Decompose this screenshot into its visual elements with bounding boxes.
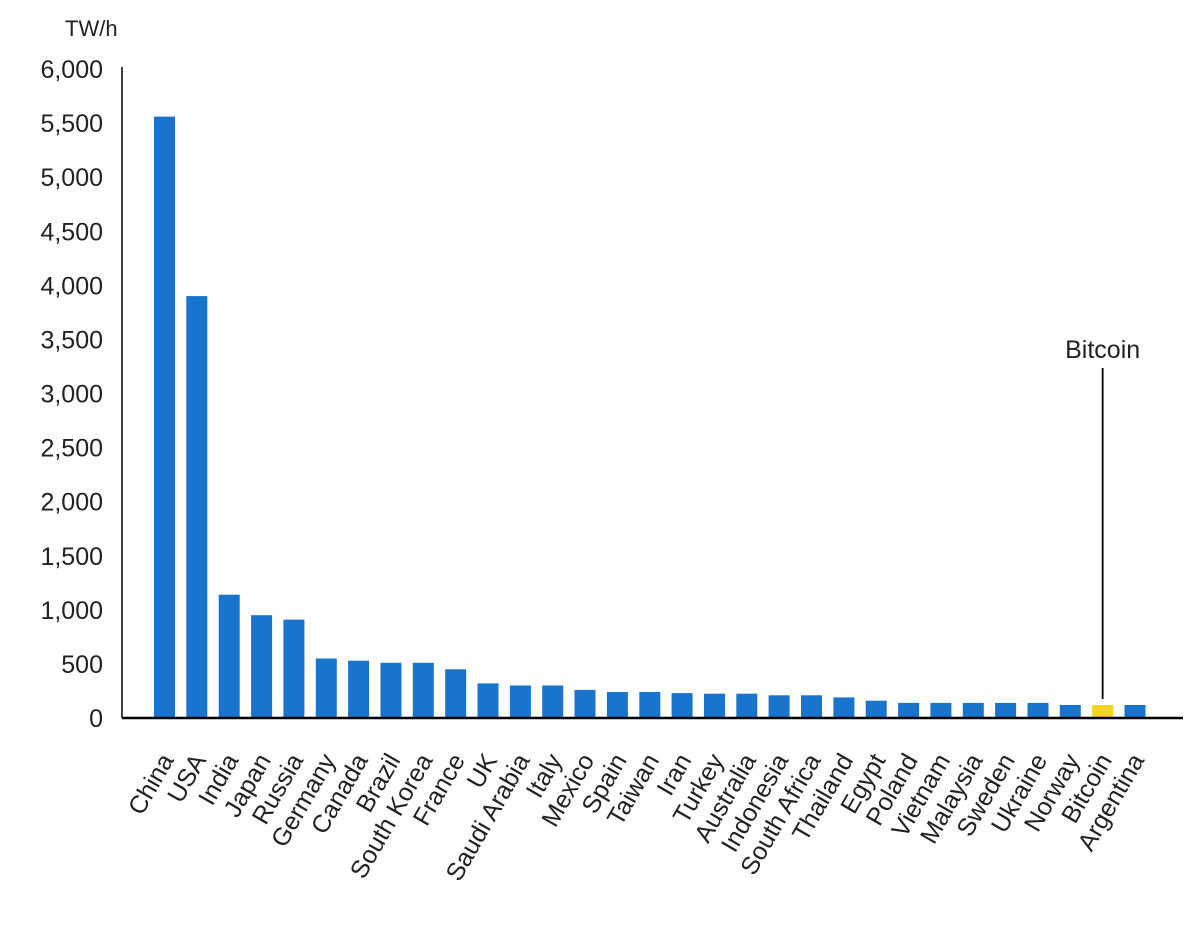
y-tick-label: 3,500: [40, 326, 103, 354]
bar-norway: [1059, 705, 1081, 718]
y-tick-label: 1,500: [40, 543, 103, 571]
x-axis-labels: ChinaUSAIndiaJapanRussiaGermanyCanadaBra…: [123, 749, 1150, 886]
bar-vietnam: [930, 702, 952, 718]
y-tick-label: 500: [61, 651, 103, 679]
bar-japan: [251, 615, 273, 718]
y-tick-label: 4,000: [40, 272, 103, 300]
y-tick-label: 2,000: [40, 489, 103, 517]
bar-argentina: [1124, 705, 1146, 718]
y-axis-ticks: 0 500 1,000 1,500 2,000 2,500 3,000 3,500 4,000 4…: [40, 56, 103, 733]
bar-canada: [348, 660, 370, 718]
bar-bitcoin: [1092, 705, 1114, 718]
y-tick-label: 0: [89, 705, 103, 733]
bar-egypt: [865, 700, 887, 718]
y-tick-label: 5,000: [40, 164, 103, 192]
bar-series: [154, 116, 1146, 719]
bar-usa: [186, 296, 208, 718]
bar-indonesia: [768, 695, 790, 718]
bitcoin-annotation-label: Bitcoin: [1065, 336, 1140, 364]
y-tick-label: 3,000: [40, 381, 103, 409]
bar-russia: [283, 619, 305, 718]
y-tick-label: 2,500: [40, 435, 103, 463]
bar-poland: [898, 702, 920, 718]
y-tick-label: 5,500: [40, 110, 103, 138]
bar-ukraine: [1027, 702, 1049, 718]
y-tick-label: 4,500: [40, 218, 103, 246]
bar-uk: [477, 683, 499, 718]
bar-malaysia: [962, 702, 984, 718]
bar-turkey: [704, 693, 725, 718]
bar-china: [154, 116, 175, 719]
bar-france: [445, 669, 467, 718]
y-axis-unit-label: TW/h: [65, 16, 118, 41]
bar-brazil: [380, 662, 402, 718]
bar-saudi-arabia: [509, 685, 531, 718]
bar-iran: [671, 693, 693, 718]
bar-south-korea: [412, 662, 434, 718]
bar-italy: [542, 685, 564, 718]
y-tick-label: 6,000: [40, 56, 103, 84]
bar-taiwan: [639, 692, 661, 718]
bar-sweden: [995, 702, 1017, 718]
bar-mexico: [574, 689, 596, 718]
bar-thailand: [833, 697, 855, 718]
bar-australia: [736, 693, 758, 718]
y-tick-label: 1,000: [40, 597, 103, 625]
bar-spain: [606, 692, 628, 718]
bar-germany: [315, 658, 337, 718]
bar-india: [218, 594, 240, 718]
bar-south-africa: [801, 695, 822, 718]
